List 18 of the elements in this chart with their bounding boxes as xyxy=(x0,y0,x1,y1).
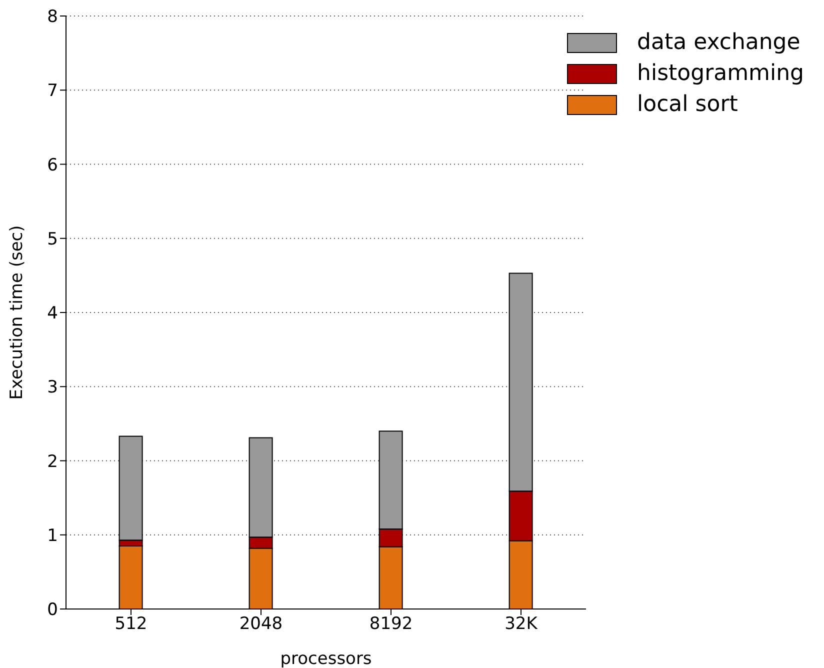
legend-label: local sort xyxy=(637,92,738,117)
x-tick-label: 2048 xyxy=(239,614,283,634)
y-tick-label: 6 xyxy=(47,155,58,176)
y-tick-label: 7 xyxy=(47,81,58,102)
x-tick-label: 32K xyxy=(504,614,538,634)
y-tick-label: 4 xyxy=(47,304,58,324)
x-tick-label: 8192 xyxy=(369,614,413,634)
y-tick-label: 3 xyxy=(47,378,58,398)
x-tick-label: 512 xyxy=(114,614,148,634)
y-tick-label: 5 xyxy=(47,229,58,250)
legend-label: histogramming xyxy=(637,61,804,86)
y-tick-label: 2 xyxy=(47,452,58,472)
y-tick-label: 1 xyxy=(47,526,58,546)
y-tick-label: 8 xyxy=(47,7,58,28)
x-axis-title: processors xyxy=(280,649,372,668)
y-axis-title: Execution time (sec) xyxy=(7,225,28,400)
y-tick-label: 0 xyxy=(47,600,58,620)
legend-label: data exchange xyxy=(637,30,800,55)
